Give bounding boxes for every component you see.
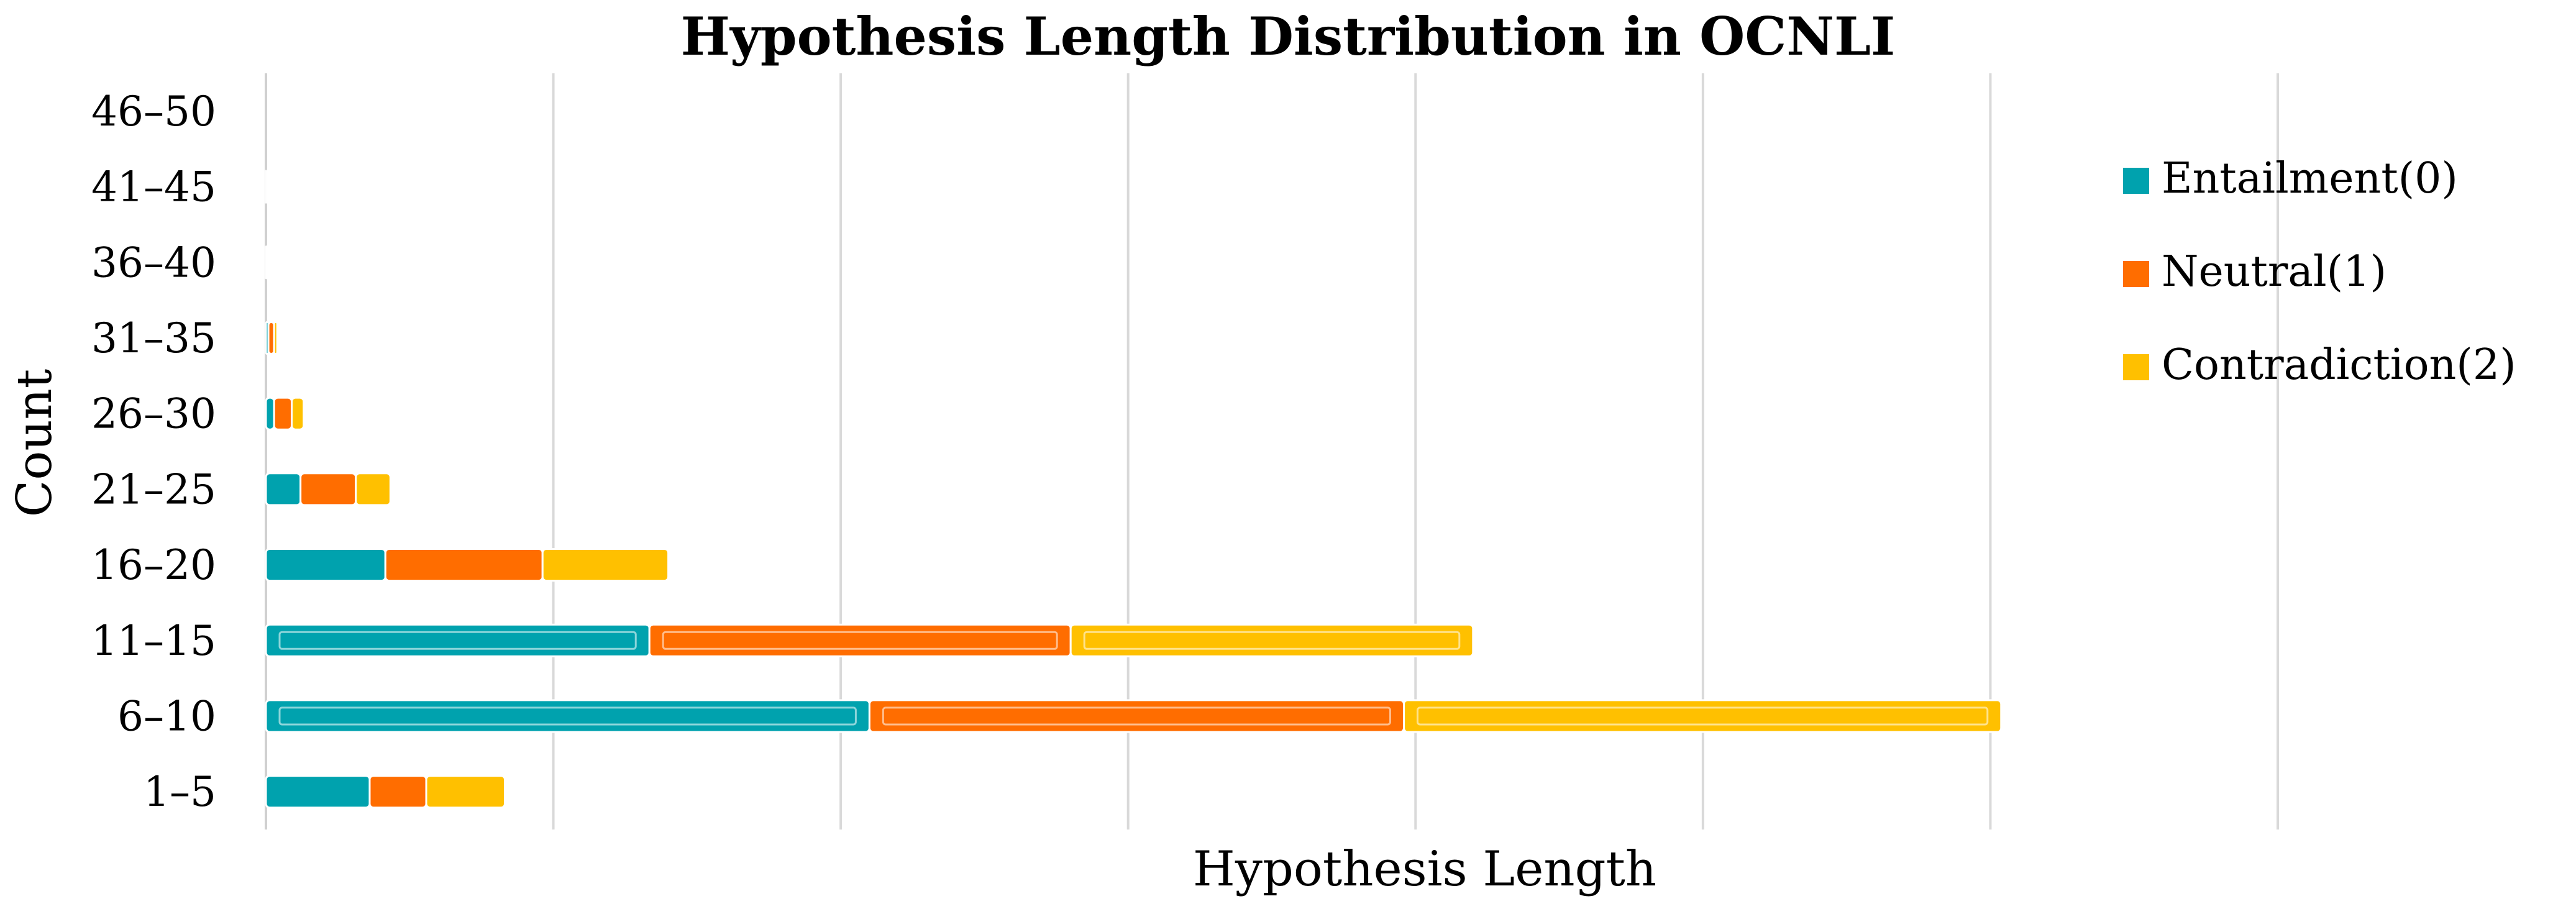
legend-swatch — [2123, 261, 2149, 287]
legend-swatch — [2123, 168, 2149, 194]
x-axis-label: Hypothesis Length — [1193, 841, 1656, 897]
legend-swatch — [2123, 354, 2149, 380]
bar-segment — [425, 775, 506, 809]
grid — [552, 73, 2279, 829]
bar-segment — [265, 472, 302, 506]
bar-segment — [265, 623, 651, 657]
bar-segment — [355, 472, 391, 506]
legend-label: Entailment(0) — [2162, 154, 2458, 203]
bar-segment — [1069, 623, 1474, 657]
y-tick-label: 16–20 — [91, 541, 216, 589]
bar-highlight — [1083, 631, 1461, 650]
bar-highlight — [1416, 706, 1989, 726]
bar-segment — [541, 547, 670, 582]
chart-title: Hypothesis Length Distribution in OCNLI — [681, 6, 1896, 67]
bar-segment — [273, 396, 293, 431]
y-axis-label: Count — [7, 369, 63, 517]
legend-label: Neutral(1) — [2162, 247, 2386, 296]
y-tick-label: 26–30 — [91, 390, 216, 438]
y-tick-label: 41–45 — [91, 163, 216, 211]
bar-highlight — [278, 631, 637, 650]
bar-segment — [648, 623, 1072, 657]
bar-segment — [273, 321, 278, 355]
bar-segment — [1402, 699, 2003, 733]
bar-highlight — [882, 706, 1391, 726]
y-tick-label: 11–15 — [91, 617, 216, 665]
bar-segment — [265, 775, 371, 809]
y-tick-labels: 1–5 6–10 11–15 16–20 21–25 26–30 31–35 36–40 41–… — [91, 88, 216, 816]
bar-highlight — [662, 631, 1058, 650]
bar-highlight — [278, 706, 857, 726]
legend: Entailment(0) Neutral(1) Contradiction(2) — [2123, 154, 2516, 390]
bar-segment — [265, 699, 870, 733]
bar-segment — [265, 396, 275, 431]
bar-segment — [299, 472, 357, 506]
y-tick-label: 36–40 — [91, 239, 216, 286]
bar-segment — [868, 699, 1405, 733]
bar-segment — [266, 245, 270, 280]
legend-label: Contradiction(2) — [2162, 340, 2516, 390]
bar-segment — [265, 547, 386, 582]
bar-segment — [290, 396, 305, 431]
bars — [265, 170, 2003, 809]
y-tick-label: 46–50 — [91, 88, 216, 135]
y-tick-label: 1–5 — [144, 768, 216, 816]
y-tick-label: 21–25 — [91, 465, 216, 513]
bar-segment — [368, 775, 427, 809]
y-tick-label: 31–35 — [91, 314, 216, 362]
bar-segment — [384, 547, 544, 582]
y-tick-label: 6–10 — [117, 692, 216, 740]
